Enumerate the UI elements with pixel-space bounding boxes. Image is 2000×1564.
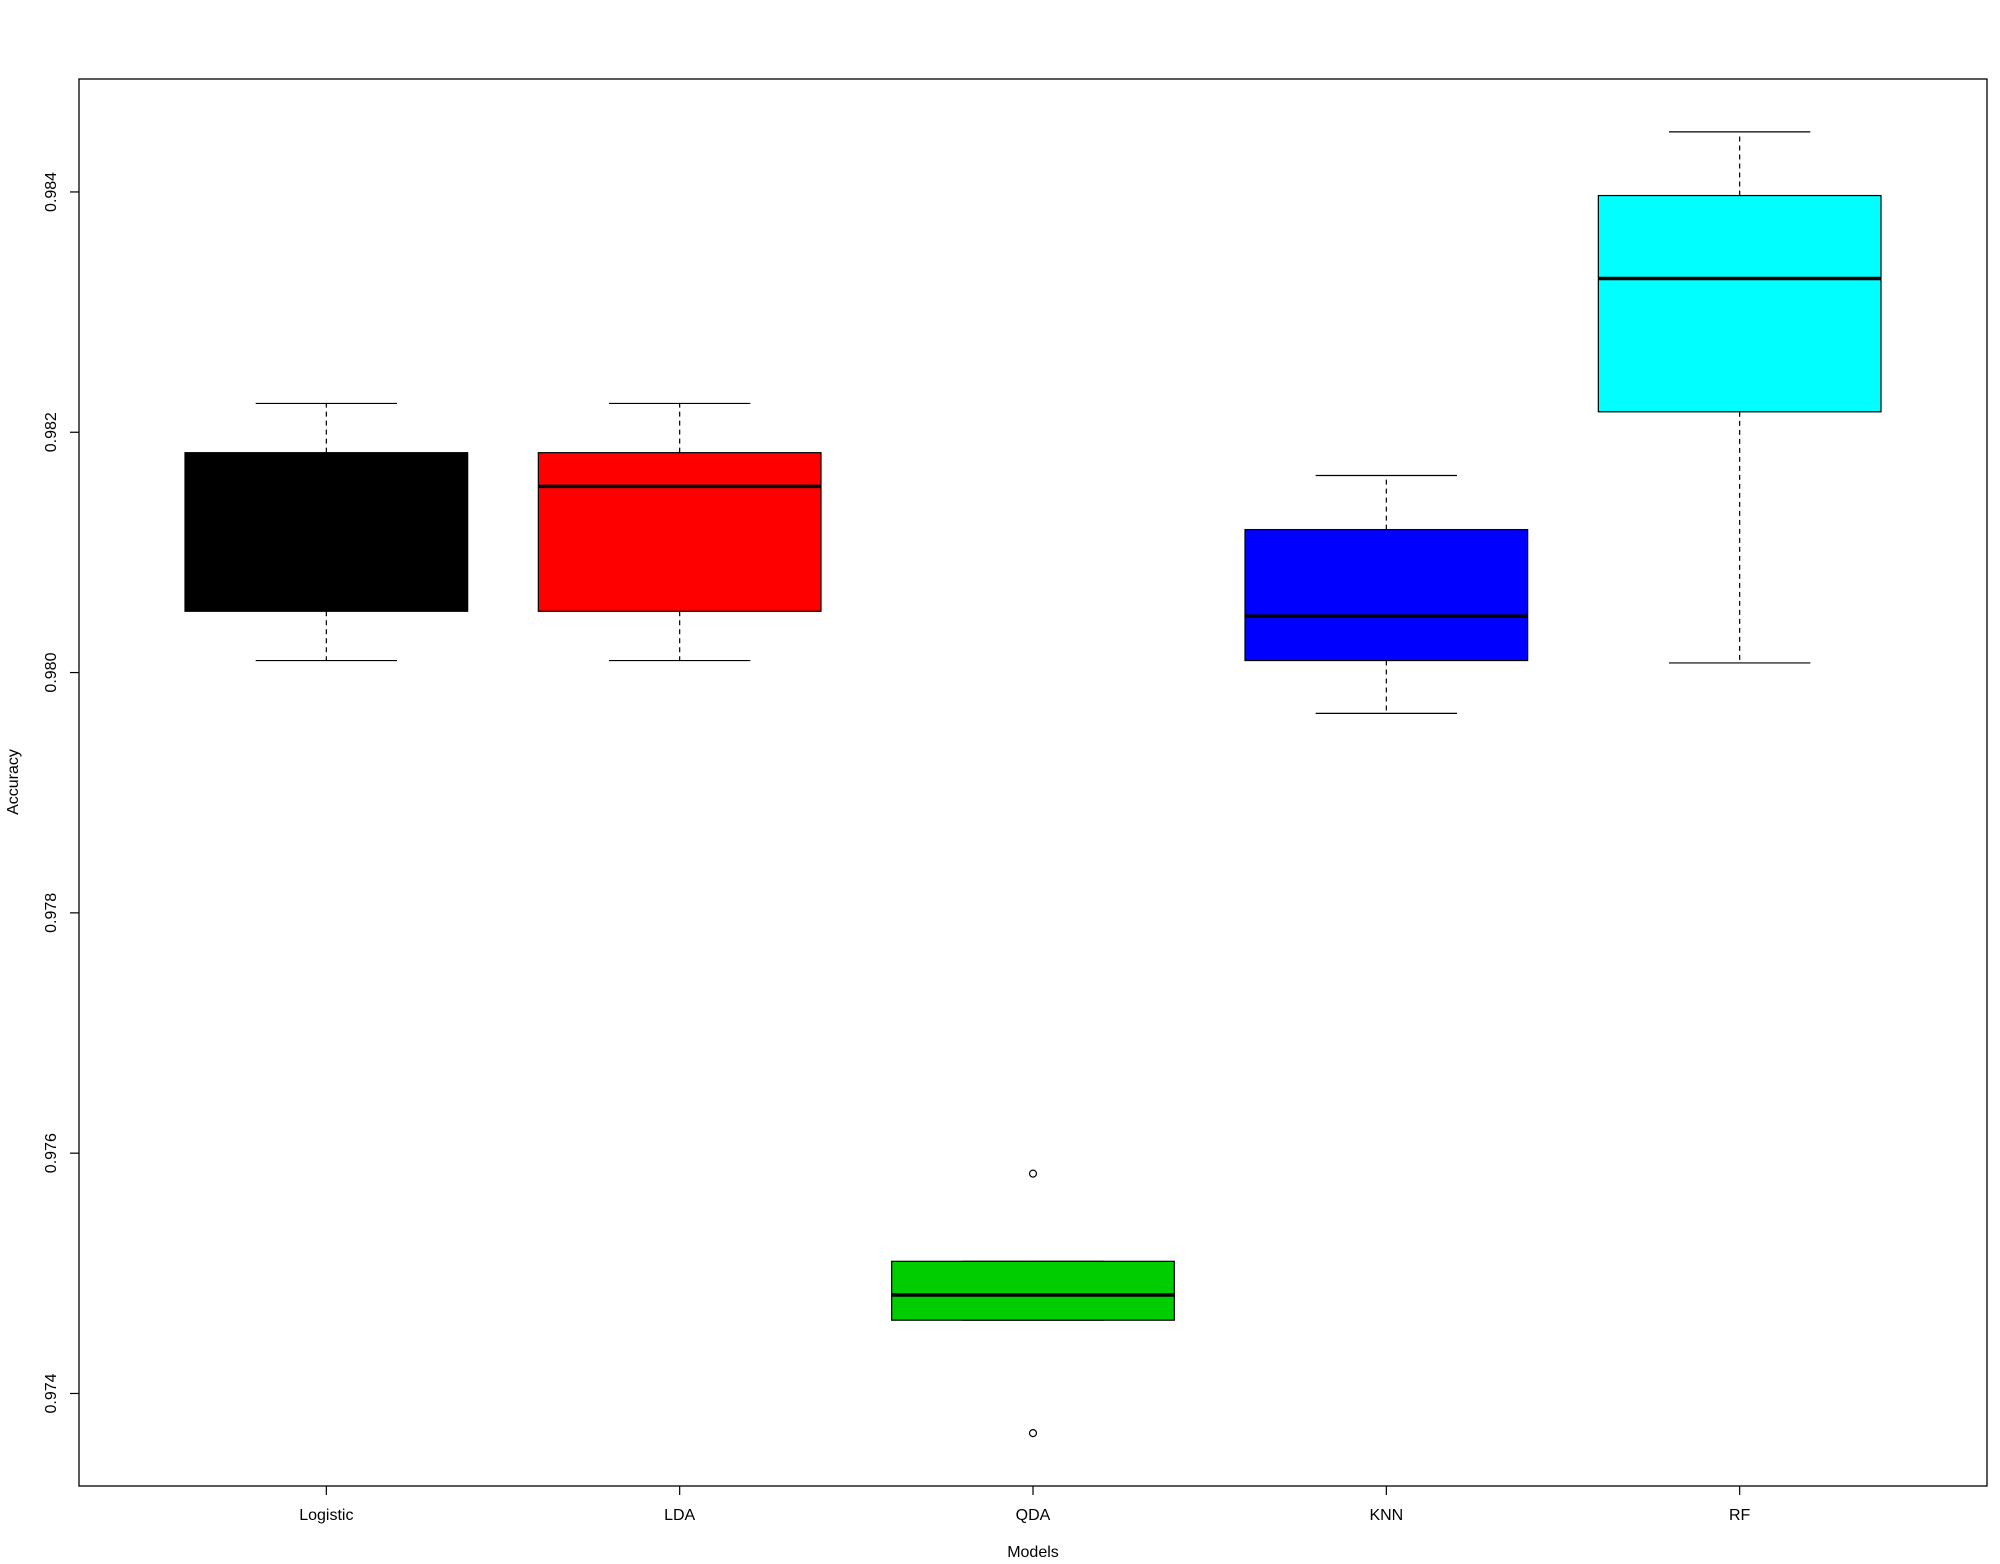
- box: [537, 452, 822, 612]
- y-tick-label: 0.982: [43, 412, 60, 452]
- x-tick-label: Logistic: [299, 1507, 353, 1524]
- box: [1597, 194, 1882, 413]
- x-tick-label: KNN: [1369, 1507, 1403, 1524]
- outlier: [1028, 1169, 1038, 1178]
- y-tick-label: 0.974: [43, 1373, 60, 1413]
- x-tick-label: LDA: [664, 1507, 695, 1524]
- x-tick-label: QDA: [1016, 1507, 1051, 1524]
- y-tick-label: 0.980: [43, 652, 60, 692]
- outlier: [1028, 1429, 1038, 1438]
- x-axis-title: Models: [1007, 1544, 1059, 1561]
- x-tick-label: RF: [1729, 1507, 1751, 1524]
- y-axis-title: Accuracy: [5, 749, 22, 815]
- y-tick-label: 0.976: [43, 1133, 60, 1173]
- y-tick-label: 0.984: [43, 172, 60, 212]
- box: [1244, 528, 1529, 662]
- y-tick-label: 0.978: [43, 893, 60, 933]
- box: [184, 452, 469, 612]
- box: [891, 1260, 1175, 1321]
